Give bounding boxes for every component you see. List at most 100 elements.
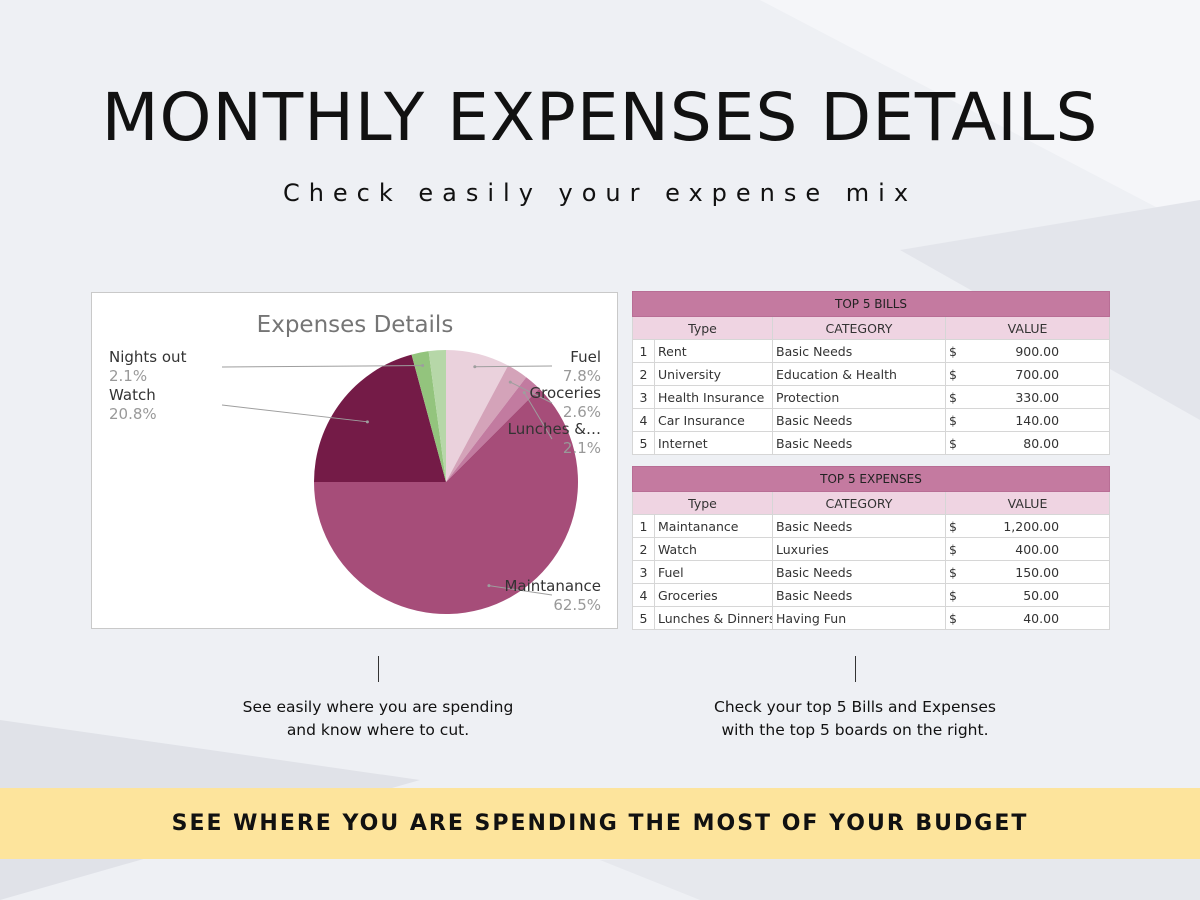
table-row: 5 Lunches & Dinners Having Fun $ 40.00 [632, 606, 1111, 630]
leader-line-fuel [474, 365, 553, 368]
row-value: 400.00 [973, 537, 1111, 561]
value-maintanance: 62.5% [553, 596, 601, 614]
row-value: 40.00 [973, 606, 1111, 630]
row-type: University [654, 362, 773, 386]
row-category: Basic Needs [772, 339, 946, 363]
table-row: 5 Internet Basic Needs $ 80.00 [632, 431, 1111, 455]
row-type: Rent [654, 339, 773, 363]
row-currency: $ [945, 537, 974, 561]
row-category: Having Fun [772, 606, 946, 630]
bills-table-title: TOP 5 BILLS [631, 291, 1111, 317]
row-value: 80.00 [973, 431, 1111, 455]
table-row: 3 Fuel Basic Needs $ 150.00 [632, 560, 1111, 584]
pie-slice-groceries [446, 365, 527, 482]
row-currency: $ [945, 560, 974, 584]
row-number: 1 [632, 514, 655, 538]
row-type: Groceries [654, 583, 773, 607]
chart-title: Expenses Details [257, 312, 454, 338]
table-row: 1 Maintanance Basic Needs $ 1,200.00 [632, 514, 1111, 538]
row-currency: $ [945, 339, 974, 363]
row-category: Basic Needs [772, 514, 946, 538]
pointer-line-left [378, 656, 379, 682]
row-value: 330.00 [973, 385, 1111, 409]
table-row: 1 Rent Basic Needs $ 900.00 [632, 339, 1111, 363]
label-fuel: Fuel [570, 348, 601, 366]
table-row: 4 Groceries Basic Needs $ 50.00 [632, 583, 1111, 607]
expenses-header-type: Type [632, 491, 773, 515]
row-value: 140.00 [973, 408, 1111, 432]
row-number: 2 [632, 362, 655, 386]
row-number: 3 [632, 385, 655, 409]
row-category: Basic Needs [772, 408, 946, 432]
value-watch: 20.8% [109, 405, 157, 423]
row-category: Basic Needs [772, 560, 946, 584]
row-type: Fuel [654, 560, 773, 584]
value-lunches: 2.1% [563, 439, 601, 457]
leader-dot-groceries [508, 380, 512, 384]
row-currency: $ [945, 362, 974, 386]
table-row: 2 University Education & Health $ 700.00 [632, 362, 1111, 386]
row-category: Protection [772, 385, 946, 409]
row-number: 1 [632, 339, 655, 363]
label-nights-out: Nights out [109, 348, 187, 366]
pie-chart-canvas: Expenses Details Nights out 2.1% Watch 2… [109, 312, 602, 614]
leader-dot-maintanance [487, 584, 491, 588]
bills-header-type: Type [632, 316, 773, 340]
pie-slice-nights-out [411, 351, 446, 482]
leader-dot-nights-out [421, 364, 425, 368]
value-groceries: 2.6% [563, 403, 601, 421]
row-number: 4 [632, 583, 655, 607]
pie-slice-lunches [446, 377, 540, 482]
page-title: MONTHLY EXPENSES DETAILS [101, 79, 1099, 156]
leader-line-lunches [523, 392, 553, 440]
label-maintanance: Maintanance [504, 577, 601, 595]
top-expenses-table: TOP 5 EXPENSES Type CATEGORY VALUE 1 Mai… [631, 466, 1111, 630]
row-type: Health Insurance [654, 385, 773, 409]
expenses-table-title: TOP 5 EXPENSES [631, 466, 1111, 492]
row-number: 5 [632, 431, 655, 455]
expenses-header-category: CATEGORY [772, 491, 946, 515]
row-number: 2 [632, 537, 655, 561]
leader-line-nights-out [221, 365, 423, 368]
row-value: 150.00 [973, 560, 1111, 584]
row-type: Car Insurance [654, 408, 773, 432]
bottom-banner: SEE WHERE YOU ARE SPENDING THE MOST OF Y… [0, 788, 1200, 859]
leader-line-watch [221, 404, 368, 423]
label-watch: Watch [109, 386, 156, 404]
leader-line-groceries [510, 381, 553, 404]
row-number: 5 [632, 606, 655, 630]
value-fuel: 7.8% [563, 367, 601, 385]
page-subtitle: Check easily your expense mix [282, 179, 918, 207]
pie-slice-extra [428, 350, 446, 482]
expenses-header-value: VALUE [944, 491, 1111, 515]
table-row: 2 Watch Luxuries $ 400.00 [632, 537, 1111, 561]
banner-text: SEE WHERE YOU ARE SPENDING THE MOST OF Y… [171, 811, 1029, 836]
row-category: Education & Health [772, 362, 946, 386]
top-bills-table: TOP 5 BILLS Type CATEGORY VALUE 1 Rent B… [631, 291, 1111, 455]
row-type: Maintanance [654, 514, 773, 538]
row-number: 4 [632, 408, 655, 432]
row-currency: $ [945, 431, 974, 455]
table-row: 4 Car Insurance Basic Needs $ 140.00 [632, 408, 1111, 432]
row-type: Lunches & Dinners [654, 606, 773, 630]
row-currency: $ [945, 606, 974, 630]
pie-slice-fuel [446, 350, 509, 482]
row-currency: $ [945, 583, 974, 607]
expenses-pie-chart: Expenses Details Nights out 2.1% Watch 2… [91, 292, 618, 629]
note-right: Check your top 5 Bills and Expenses with… [714, 698, 996, 739]
row-currency: $ [945, 514, 974, 538]
leader-line-maintanance [488, 585, 553, 596]
row-value: 1,200.00 [973, 514, 1111, 538]
pie-slice-maintanance [314, 388, 578, 614]
row-value: 50.00 [973, 583, 1111, 607]
note-left: See easily where you are spending and kn… [242, 698, 514, 739]
row-category: Basic Needs [772, 431, 946, 455]
label-groceries: Groceries [530, 384, 602, 402]
table-row: 3 Health Insurance Protection $ 330.00 [632, 385, 1111, 409]
row-value: 700.00 [973, 362, 1111, 386]
row-value: 900.00 [973, 339, 1111, 363]
pointer-line-right [855, 656, 856, 682]
row-type: Watch [654, 537, 773, 561]
bills-header-value: VALUE [944, 316, 1111, 340]
leader-dot-fuel [473, 365, 477, 369]
